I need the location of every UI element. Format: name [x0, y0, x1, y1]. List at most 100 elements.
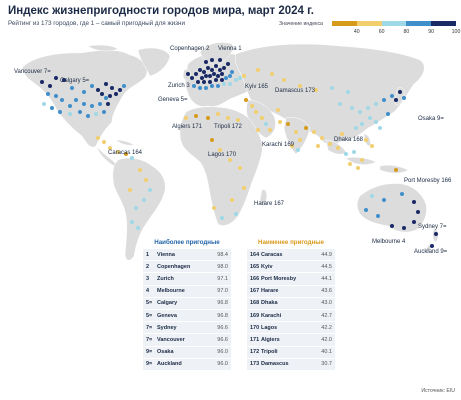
- city-label-vancouver: Vancouver 7=: [14, 69, 51, 75]
- city-dot: [268, 128, 272, 132]
- city-dot: [78, 110, 82, 114]
- city-dot: [204, 86, 208, 90]
- city-markers: [40, 58, 438, 248]
- scandinavia-shape: [199, 42, 234, 65]
- city-dot: [344, 152, 348, 156]
- city-dot: [282, 78, 286, 82]
- city-dot: [374, 102, 378, 106]
- city-dot: [210, 58, 214, 62]
- table-row: 2 Copenhagen 98.0: [143, 260, 231, 272]
- city-dot: [238, 166, 242, 170]
- score-cell: 30.7: [321, 361, 332, 368]
- score-cell: 44.9: [321, 251, 332, 258]
- score-cell: 43.0: [321, 300, 332, 307]
- city-label-tripoli: Tripoli 172: [214, 124, 242, 130]
- city-dot: [356, 166, 360, 170]
- city-dot: [130, 156, 134, 160]
- city-dot: [220, 78, 224, 82]
- table-row: 9= Osaka 96.0: [143, 345, 231, 358]
- city-dot: [314, 88, 318, 92]
- city-dot: [124, 152, 128, 156]
- city-dot: [226, 62, 230, 66]
- rank-cell: 170: [250, 324, 260, 331]
- city-dot: [360, 158, 364, 162]
- city-dot: [210, 68, 214, 72]
- city-dot: [50, 106, 54, 110]
- city-dot: [222, 82, 226, 86]
- city-dot: [186, 72, 190, 76]
- city-dot: [290, 144, 294, 148]
- city-dot: [184, 116, 188, 120]
- least-livable-heading: Наименее пригодные: [258, 239, 324, 246]
- city-dot: [402, 96, 406, 100]
- city-dot: [218, 148, 222, 152]
- city-dot: [294, 130, 298, 134]
- city-label-vienna: Vienna 1: [218, 46, 242, 52]
- city-dot: [330, 86, 334, 90]
- legend-tick: 40: [353, 28, 360, 35]
- madagascar-shape: [259, 189, 268, 206]
- legend-tick: 90: [428, 28, 435, 35]
- rank-cell: 167: [250, 288, 260, 295]
- city-dot: [304, 126, 308, 130]
- city-cell: Osaka: [157, 349, 174, 356]
- table-row: 4 Melbourne 97.0: [143, 284, 231, 297]
- city-dot: [430, 244, 434, 248]
- city-dot: [104, 96, 108, 100]
- city-dot: [194, 114, 198, 118]
- score-cell: 43.6: [321, 288, 332, 295]
- city-dot: [192, 84, 196, 88]
- city-cell: Port Moresby: [261, 275, 297, 282]
- legend-swatch-2: [356, 21, 382, 26]
- city-dot: [316, 144, 320, 148]
- city-dot: [228, 74, 232, 78]
- greenland-shape: [137, 47, 171, 77]
- city-dot: [48, 84, 52, 88]
- least-livable-table: Наименее пригодные 164 Caracas 44.9 165 Kyiv…: [247, 238, 335, 370]
- city-dot: [218, 68, 222, 72]
- rank-cell: 4: [146, 288, 150, 295]
- city-cell: Melbourne: [157, 288, 185, 295]
- score-cell: 97.0: [217, 288, 228, 295]
- city-cell: Vancouver: [157, 336, 185, 343]
- table-row: 9= Auckland 96.0: [143, 357, 231, 370]
- score-cell: 42.2: [321, 324, 332, 331]
- city-dot: [116, 150, 120, 154]
- city-dot: [196, 80, 200, 84]
- city-dot: [98, 102, 102, 106]
- city-dot: [260, 116, 264, 120]
- city-label-lagos: Lagos 170: [208, 152, 237, 158]
- city-dot: [218, 58, 222, 62]
- rank-cell: 166: [250, 275, 260, 282]
- legend-swatch-5: [431, 21, 456, 26]
- rank-cell: 172: [250, 349, 260, 356]
- score-cell: 96.8: [217, 312, 228, 319]
- city-dot: [222, 66, 226, 70]
- city-label-auckland: Auckland 9=: [414, 249, 448, 255]
- city-dot: [138, 168, 142, 172]
- city-dot: [206, 66, 210, 70]
- score-cell: 96.6: [217, 336, 228, 343]
- score-cell: 40.1: [321, 349, 332, 356]
- city-dot: [350, 106, 354, 110]
- city-dot: [228, 82, 232, 86]
- city-dot: [210, 138, 214, 142]
- new-guinea-shape: [379, 164, 409, 174]
- city-dot: [336, 146, 340, 150]
- score-cell: 44.1: [321, 275, 332, 282]
- city-dot: [228, 158, 232, 162]
- city-cell: Copenhagen: [157, 263, 191, 270]
- city-dot: [202, 70, 206, 74]
- score-cell: 42.0: [321, 336, 332, 343]
- legend-tick: 60: [378, 28, 385, 35]
- rank-cell: 7=: [146, 336, 153, 343]
- city-dot: [378, 126, 382, 130]
- city-dot: [190, 76, 194, 80]
- city-label-geneva: Geneva 5=: [158, 97, 188, 103]
- city-dot: [96, 136, 100, 140]
- city-dot: [244, 98, 248, 102]
- city-dot: [214, 78, 218, 82]
- city-dot: [74, 98, 78, 102]
- city-dot: [256, 68, 260, 72]
- city-dot: [370, 144, 374, 148]
